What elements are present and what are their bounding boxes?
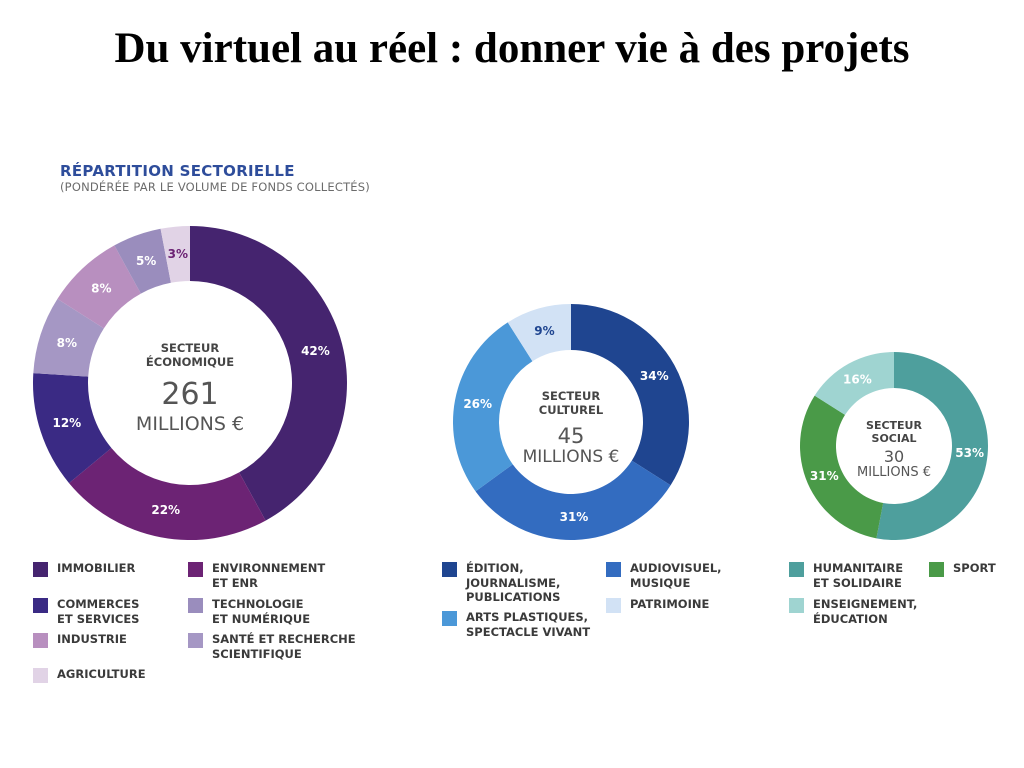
legend-swatch [188, 633, 203, 648]
legend-item: TECHNOLOGIE ET NUMÉRIQUE [188, 597, 362, 626]
legend-label: ARTS PLASTIQUES, SPECTACLE VIVANT [466, 610, 591, 639]
slice-label: 8% [91, 282, 111, 296]
legend-label: AUDIOVISUEL, MUSIQUE [630, 561, 722, 590]
slice-label: 12% [52, 416, 81, 430]
donut-slice [452, 322, 533, 492]
slice-label: 31% [810, 469, 839, 483]
legend-label: COMMERCES ET SERVICES [57, 597, 140, 626]
legend-swatch [188, 562, 203, 577]
legend-item: ARTS PLASTIQUES, SPECTACLE VIVANT [442, 610, 616, 639]
legend-item: ENSEIGNEMENT, ÉDUCATION [789, 597, 963, 626]
sector-title: SOCIAL [872, 432, 917, 445]
legend-item: INDUSTRIE [33, 632, 207, 648]
sector-title: SECTEUR [542, 389, 601, 403]
legend-swatch [789, 562, 804, 577]
sector-total-value: 45 [558, 424, 585, 448]
slice-label: 31% [560, 510, 589, 524]
sector-total-unit: MILLIONS € [857, 465, 931, 480]
sector-total-unit: MILLIONS € [136, 413, 244, 435]
legend-item: SANTÉ ET RECHERCHE SCIENTIFIQUE [188, 632, 362, 661]
donut-slice [69, 448, 266, 540]
sector-title: ÉCONOMIQUE [146, 354, 234, 369]
legend-swatch [442, 611, 457, 626]
slice-label: 34% [640, 369, 669, 383]
slice-label: 53% [955, 446, 984, 460]
sector-title: SECTEUR [866, 419, 922, 432]
legend-item: AUDIOVISUEL, MUSIQUE [606, 561, 780, 590]
legend-label: SPORT [953, 561, 996, 575]
legend-item: HUMANITAIRE ET SOLIDAIRE [789, 561, 963, 590]
legend-label: ÉDITION, JOURNALISME, PUBLICATIONS [466, 561, 561, 604]
figure-heading: RÉPARTITION SECTORIELLE [60, 162, 295, 180]
slice-label: 3% [168, 247, 188, 261]
donut-slice [475, 460, 671, 541]
donut-slice [32, 373, 112, 484]
donut-slice [160, 226, 190, 283]
sector-total-value: 261 [161, 377, 218, 412]
legend-swatch [33, 633, 48, 648]
legend-item: SPORT [929, 561, 1024, 577]
legend-label: ENSEIGNEMENT, ÉDUCATION [813, 597, 918, 626]
legend-item: IMMOBILIER [33, 561, 207, 577]
slice-label: 42% [301, 344, 330, 358]
legend-swatch [188, 598, 203, 613]
legend-item: COMMERCES ET SERVICES [33, 597, 207, 626]
sector-total-value: 30 [884, 447, 904, 466]
legend-swatch [606, 598, 621, 613]
sector-total-unit: MILLIONS € [523, 447, 620, 467]
legend-swatch [606, 562, 621, 577]
legend-label: IMMOBILIER [57, 561, 136, 575]
donut-slice [507, 304, 571, 362]
slice-label: 9% [534, 324, 554, 338]
legend-swatch [33, 668, 48, 683]
legend-swatch [929, 562, 944, 577]
slide-title: Du virtuel au réel : donner vie à des pr… [114, 25, 910, 72]
slice-label: 26% [463, 397, 492, 411]
legend-label: SANTÉ ET RECHERCHE SCIENTIFIQUE [212, 632, 356, 661]
legend-item: PATRIMOINE [606, 597, 780, 613]
legend-label: PATRIMOINE [630, 597, 710, 611]
slice-label: 5% [136, 254, 156, 268]
legend-label: ENVIRONNEMENT ET ENR [212, 561, 326, 590]
donut-slice [33, 298, 104, 377]
legend-item: AGRICULTURE [33, 667, 207, 683]
donut-slice [814, 352, 894, 415]
legend-swatch [33, 562, 48, 577]
slice-label: 16% [843, 372, 872, 386]
donut-slice [876, 352, 988, 540]
legend-swatch [442, 562, 457, 577]
legend-item: ENVIRONNEMENT ET ENR [188, 561, 362, 590]
legend-swatch [789, 598, 804, 613]
donut-slice [114, 228, 171, 294]
sector-title: CULTUREL [539, 403, 604, 417]
donut-slice [190, 226, 347, 521]
legend-swatch [33, 598, 48, 613]
donut-slice [57, 245, 141, 329]
legend-label: HUMANITAIRE ET SOLIDAIRE [813, 561, 904, 590]
legend-item: ÉDITION, JOURNALISME, PUBLICATIONS [442, 561, 616, 605]
donut-slice [571, 304, 689, 486]
legend-label: AGRICULTURE [57, 667, 146, 681]
sector-title: SECTEUR [161, 341, 220, 355]
slice-label: 8% [57, 336, 77, 350]
donut-slice [800, 395, 884, 539]
slice-label: 22% [151, 503, 180, 517]
figure-subheading: (PONDÉRÉE PAR LE VOLUME DE FONDS COLLECT… [60, 180, 370, 194]
legend-label: INDUSTRIE [57, 632, 127, 646]
legend-label: TECHNOLOGIE ET NUMÉRIQUE [212, 597, 311, 626]
